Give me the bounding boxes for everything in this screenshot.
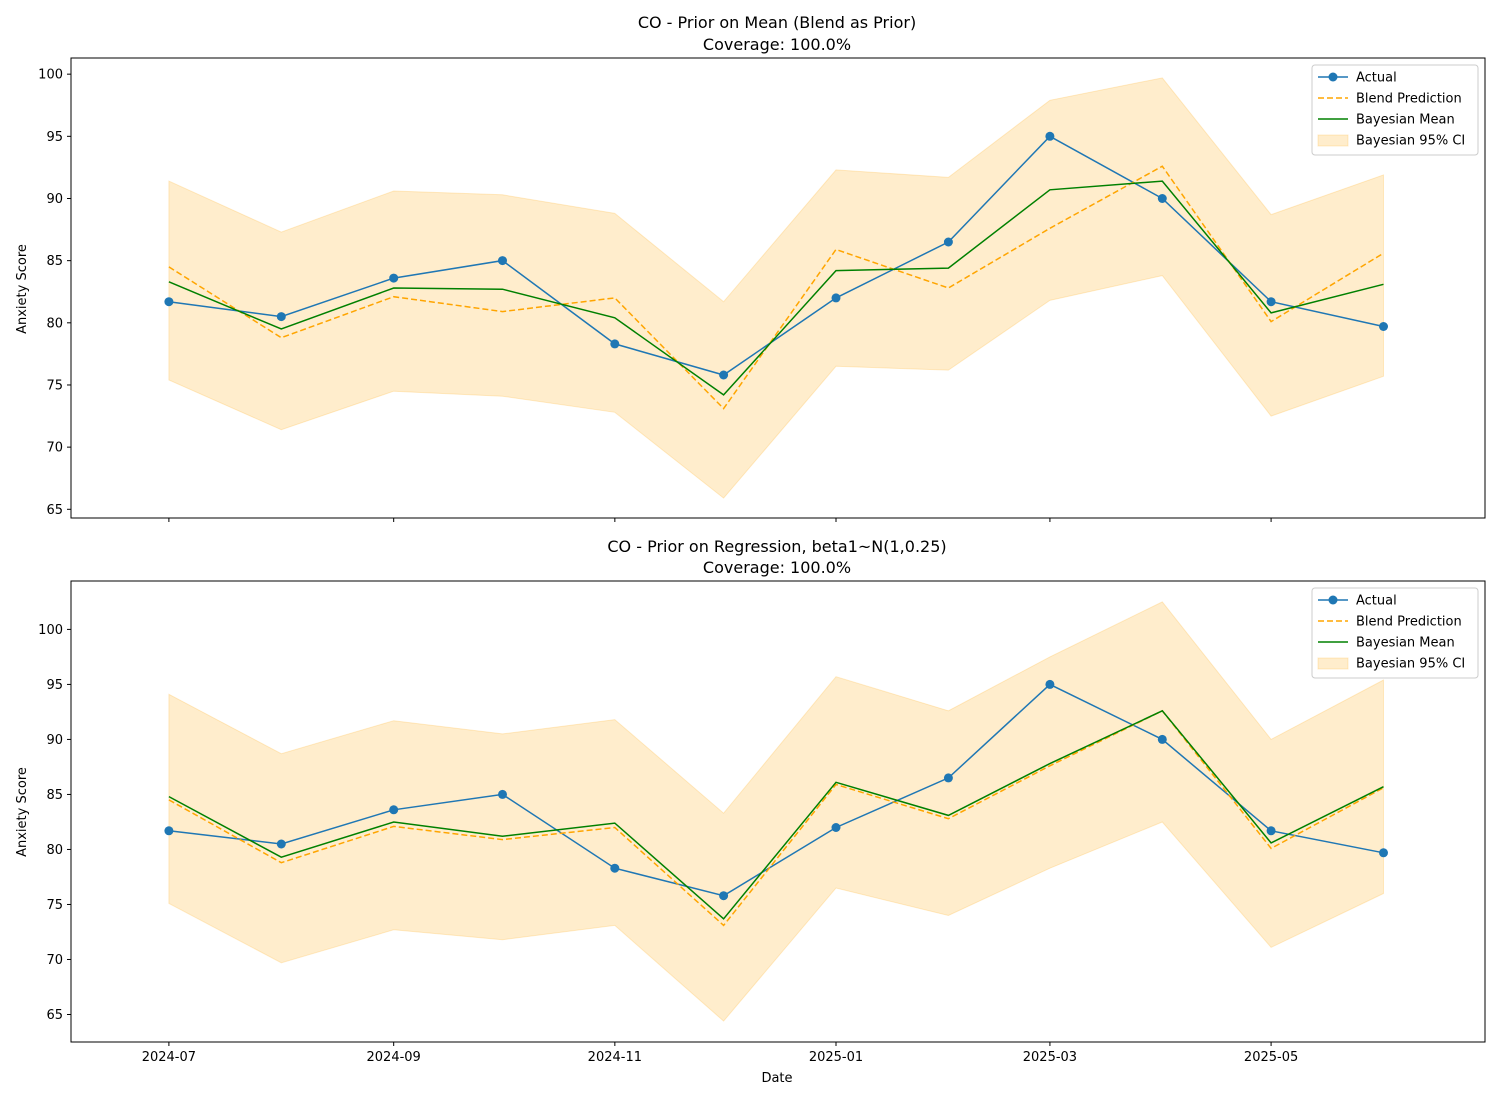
actual-point: [719, 370, 729, 380]
y-tick-label: 95: [46, 130, 63, 145]
bayes-series-line: [168, 709, 1384, 920]
bayes-series-line: [168, 180, 1384, 396]
x-tick-label: 2024-11: [588, 1050, 642, 1065]
actual-point: [1045, 679, 1055, 689]
legend-label-blend: Blend Prediction: [1356, 92, 1462, 107]
y-tick-label: 65: [46, 503, 63, 518]
actual-point: [831, 823, 841, 832]
y-tick-label: 80: [46, 843, 63, 858]
actual-point: [276, 839, 286, 849]
actual-point: [610, 339, 620, 349]
actual-point: [164, 826, 174, 836]
legend-label-actual: Actual: [1356, 594, 1397, 609]
actual-point: [164, 297, 174, 307]
bottom-panel: CO - Prior on Regression, beta1~N(1,0.25…: [15, 537, 1486, 1086]
legend-swatch-ci: [1317, 134, 1349, 147]
actual-point: [1379, 848, 1388, 858]
top-y-axis-label: Anxiety Score: [15, 244, 30, 334]
y-tick-label: 70: [46, 953, 63, 968]
actual-point: [389, 805, 399, 815]
top-chart-title: CO - Prior on Mean (Blend as Prior): [638, 13, 916, 32]
actual-series-line: [168, 135, 1384, 376]
axes-frame: [70, 57, 1486, 519]
y-tick-label: 85: [46, 788, 63, 803]
actual-point: [276, 312, 286, 322]
y-tick-label: 100: [38, 68, 63, 83]
bottom-chart-subtitle: Coverage: 100.0%: [703, 558, 851, 577]
top-chart-subtitle: Coverage: 100.0%: [703, 35, 851, 54]
legend-label-bayes: Bayesian Mean: [1356, 636, 1455, 651]
legend-label-ci: Bayesian 95% CI: [1356, 657, 1465, 672]
legend-box: [1311, 64, 1479, 156]
x-tick-label: 2024-09: [367, 1050, 421, 1065]
legend-label-blend: Blend Prediction: [1356, 615, 1462, 630]
x-axis-label: Date: [761, 1071, 792, 1086]
actual-point: [719, 891, 729, 901]
axes-frame: [70, 580, 1486, 1043]
legend-label-actual: Actual: [1356, 71, 1397, 86]
legend-label-ci: Bayesian 95% CI: [1356, 134, 1465, 149]
legend-box: [1311, 587, 1479, 679]
actual-point: [389, 273, 399, 283]
actual-point: [1157, 734, 1167, 744]
actual-point: [831, 293, 841, 303]
actual-point: [498, 256, 507, 266]
actual-point: [1379, 322, 1388, 331]
actual-point: [1157, 194, 1167, 203]
y-tick-label: 95: [46, 678, 63, 693]
x-tick-label: 2025-01: [809, 1050, 863, 1065]
y-tick-label: 80: [46, 316, 63, 331]
y-tick-label: 70: [46, 441, 63, 456]
y-tick-label: 85: [46, 254, 63, 269]
x-tick-label: 2025-05: [1244, 1050, 1298, 1065]
actual-point: [943, 237, 953, 247]
actual-point: [1266, 297, 1276, 307]
top-panel: CO - Prior on Mean (Blend as Prior) Cove…: [15, 13, 1486, 522]
actual-series-line: [168, 683, 1384, 897]
actual-point: [943, 773, 953, 783]
x-tick-label: 2024-07: [142, 1050, 196, 1065]
bottom-y-axis-label: Anxiety Score: [15, 767, 30, 857]
ci-band: [168, 77, 1384, 499]
actual-point: [498, 789, 507, 799]
y-tick-label: 90: [46, 192, 63, 207]
actual-point: [1266, 826, 1276, 836]
bottom-chart-title: CO - Prior on Regression, beta1~N(1,0.25…: [607, 537, 946, 556]
y-tick-label: 90: [46, 733, 63, 748]
y-tick-label: 65: [46, 1008, 63, 1023]
actual-point: [1045, 131, 1055, 141]
legend-marker-actual: [1328, 595, 1338, 605]
legend-label-bayes: Bayesian Mean: [1356, 113, 1455, 128]
y-tick-label: 100: [38, 623, 63, 638]
legend-swatch-ci: [1317, 657, 1349, 670]
ci-band: [168, 601, 1384, 1022]
legend-marker-actual: [1328, 72, 1338, 82]
x-tick-label: 2025-03: [1023, 1050, 1077, 1065]
actual-point: [610, 863, 620, 873]
y-tick-label: 75: [46, 378, 63, 393]
y-tick-label: 75: [46, 898, 63, 913]
